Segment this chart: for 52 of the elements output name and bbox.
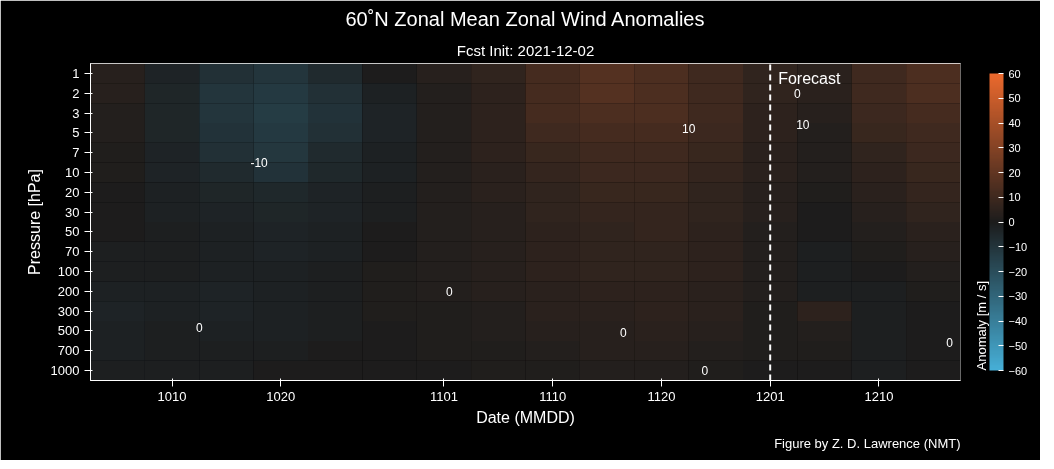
color-bar-label: 60 [1008,67,1021,80]
text: Figure by Z. D. Lawrence (NMT) [774,435,961,451]
x-tick-label: 1120 [647,388,676,404]
chart-title: 60˚N Zonal Mean Zonal Wind Anomalies [345,7,705,30]
y-tick-label: 1000 [50,363,80,379]
color-bar-title: Anomaly [m / s] [973,280,989,371]
x-tick-label: 1110 [539,388,567,404]
color-bar-label: 10 [1008,191,1021,204]
x-tick-label: 1101 [429,388,458,404]
annotation: 0 [701,364,709,379]
x-tick-label: 1210 [864,388,894,404]
y-tick-label: 7 [72,145,80,161]
chart-subtitle: Fcst Init: 2021-12-02 [456,41,595,59]
color-bar-label: 20 [1008,166,1021,179]
y-tick-label: 1 [72,65,80,81]
annotation: 10 [681,122,696,137]
y-tick-label: 300 [57,303,80,319]
annotation: 10 [796,118,810,133]
y-tick-label: 2 [72,85,80,101]
y-tick-label: 200 [57,283,80,299]
x-tick-label: 1010 [157,388,187,404]
color-bar-label: −10 [1008,240,1028,253]
color-bar-label: −30 [1008,290,1028,303]
y-tick-label: 5 [72,125,80,141]
y-tick-label: 50 [65,224,80,240]
ref-line-label: Forecast [778,69,841,87]
color-bar-label: 30 [1008,141,1021,154]
annotation: 0 [620,326,628,341]
y-axis-title: Pressure [hPa] [25,169,43,275]
color-bar-label: −40 [1008,315,1028,327]
y-tick-label: 700 [57,343,80,359]
x-tick-label: 1020 [266,388,296,404]
annotation: -10 [250,156,269,171]
annotation: 0 [195,320,203,335]
y-tick-label: 3 [72,105,80,121]
color-bar-label: −50 [1008,339,1028,352]
color-bar-label: −60 [1008,364,1028,377]
x-axis-title: Date (MMDD) [476,408,575,426]
y-tick-label: 30 [65,204,80,220]
color-bar-label: 50 [1008,92,1021,105]
annotation: 0 [946,336,954,351]
color-bar-label: 40 [1008,117,1021,129]
color-bar-label: 0 [1008,216,1015,228]
y-tick-label: 100 [57,264,80,280]
y-tick-label: 10 [65,164,80,180]
annotation: 0 [794,86,802,101]
y-tick-label: 500 [57,323,80,339]
color-bar-label: −20 [1008,265,1028,278]
y-tick-label: 20 [65,184,80,200]
x-tick-label: 1201 [755,388,785,404]
annotation: 0 [446,284,454,299]
y-tick-label: 70 [65,244,80,260]
